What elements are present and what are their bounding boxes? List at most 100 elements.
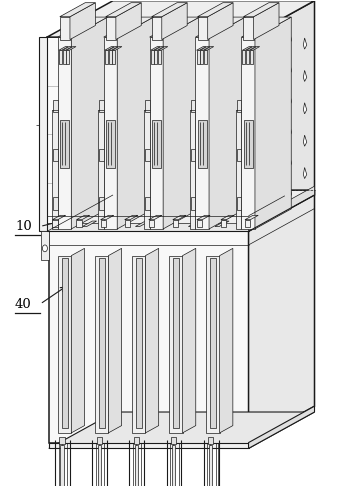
Polygon shape (303, 103, 307, 114)
Polygon shape (245, 220, 250, 226)
Polygon shape (53, 149, 58, 161)
Polygon shape (105, 47, 114, 50)
Polygon shape (248, 406, 315, 449)
Polygon shape (109, 221, 123, 226)
Polygon shape (236, 110, 241, 229)
Polygon shape (112, 47, 122, 50)
Polygon shape (241, 221, 256, 226)
Polygon shape (209, 445, 212, 487)
Polygon shape (183, 248, 196, 433)
Polygon shape (125, 220, 130, 226)
Polygon shape (52, 110, 58, 229)
Polygon shape (47, 0, 315, 37)
Polygon shape (197, 47, 206, 50)
Polygon shape (82, 221, 97, 226)
Polygon shape (190, 110, 195, 229)
Polygon shape (260, 42, 265, 61)
Polygon shape (162, 3, 187, 39)
Polygon shape (58, 37, 71, 229)
Polygon shape (112, 50, 115, 64)
Polygon shape (52, 215, 66, 220)
Polygon shape (241, 37, 255, 229)
Polygon shape (172, 445, 175, 487)
Polygon shape (198, 3, 233, 17)
Polygon shape (208, 437, 213, 444)
Polygon shape (198, 120, 207, 168)
Polygon shape (253, 3, 279, 39)
Polygon shape (260, 135, 265, 154)
Polygon shape (260, 104, 265, 123)
Polygon shape (248, 0, 315, 231)
Polygon shape (49, 412, 315, 449)
Polygon shape (71, 17, 108, 229)
Polygon shape (197, 50, 199, 64)
Circle shape (42, 245, 47, 252)
Polygon shape (77, 215, 90, 220)
Polygon shape (104, 17, 154, 37)
Polygon shape (204, 50, 207, 64)
Polygon shape (158, 50, 161, 64)
Polygon shape (246, 47, 256, 50)
Polygon shape (105, 50, 108, 64)
Polygon shape (208, 3, 233, 39)
Polygon shape (303, 38, 307, 49)
Polygon shape (135, 445, 138, 487)
Polygon shape (206, 256, 220, 433)
Polygon shape (303, 135, 307, 146)
Polygon shape (150, 17, 199, 37)
Polygon shape (154, 50, 158, 64)
Polygon shape (98, 445, 101, 487)
Polygon shape (286, 28, 292, 47)
Polygon shape (149, 215, 162, 220)
Polygon shape (220, 248, 233, 433)
Polygon shape (49, 190, 315, 226)
Polygon shape (286, 182, 292, 201)
Polygon shape (151, 50, 154, 64)
Polygon shape (243, 17, 253, 39)
Polygon shape (145, 149, 150, 161)
Polygon shape (171, 437, 176, 444)
Polygon shape (237, 100, 241, 112)
Polygon shape (47, 37, 248, 231)
Polygon shape (101, 215, 114, 220)
Polygon shape (204, 47, 214, 50)
Polygon shape (106, 3, 141, 17)
Polygon shape (58, 256, 71, 433)
Polygon shape (63, 50, 66, 64)
Polygon shape (173, 215, 186, 220)
Polygon shape (250, 50, 253, 64)
Polygon shape (154, 47, 164, 50)
Polygon shape (108, 50, 112, 64)
Polygon shape (145, 248, 159, 433)
Polygon shape (191, 197, 195, 209)
Polygon shape (195, 37, 209, 229)
Polygon shape (47, 223, 248, 231)
Polygon shape (163, 17, 199, 229)
Polygon shape (100, 100, 104, 112)
Polygon shape (67, 50, 69, 64)
Text: 40: 40 (15, 298, 32, 311)
Polygon shape (158, 47, 168, 50)
Polygon shape (39, 37, 47, 231)
Polygon shape (59, 50, 62, 64)
Polygon shape (260, 196, 265, 216)
Polygon shape (286, 89, 292, 109)
Polygon shape (101, 220, 106, 226)
Polygon shape (59, 47, 68, 50)
Polygon shape (221, 220, 226, 226)
Polygon shape (260, 73, 265, 93)
Polygon shape (198, 17, 208, 39)
Polygon shape (49, 443, 248, 449)
Polygon shape (53, 100, 58, 112)
Polygon shape (108, 248, 122, 433)
Polygon shape (77, 220, 82, 226)
Polygon shape (248, 186, 315, 231)
Polygon shape (125, 215, 138, 220)
Polygon shape (303, 168, 307, 179)
Polygon shape (243, 3, 279, 17)
Polygon shape (99, 258, 105, 428)
Polygon shape (248, 190, 315, 443)
Polygon shape (242, 47, 252, 50)
Polygon shape (104, 37, 117, 229)
Text: 10: 10 (15, 220, 32, 233)
